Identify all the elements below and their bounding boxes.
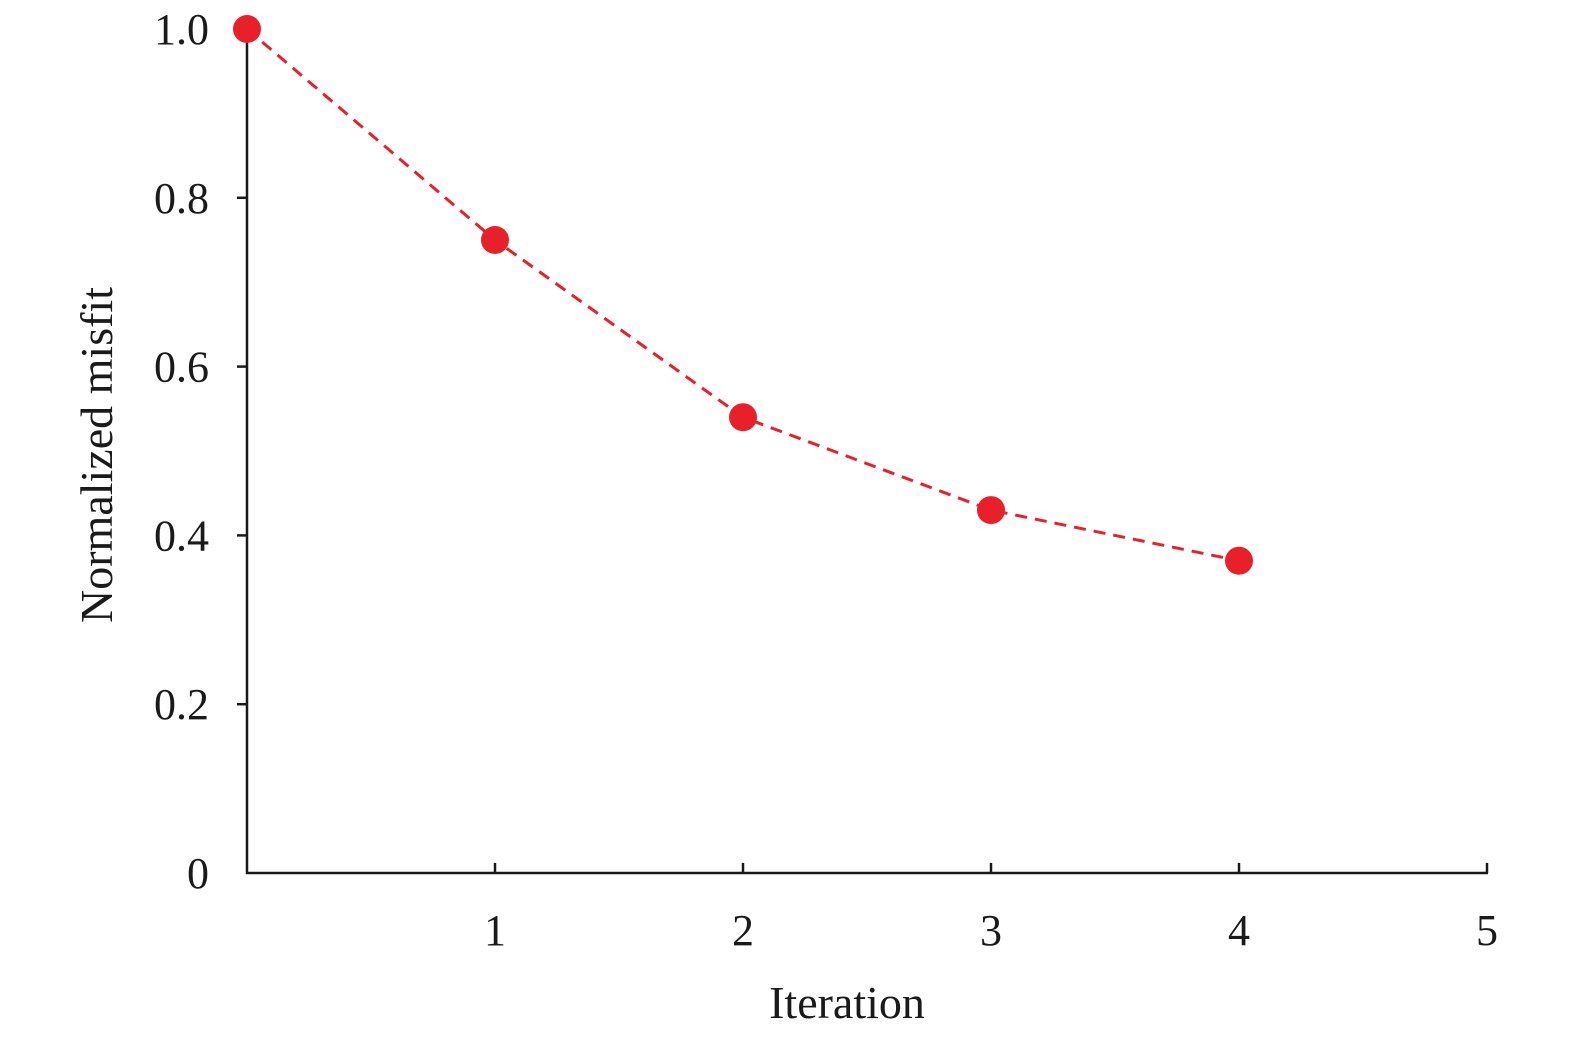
data-point (1225, 546, 1253, 575)
x-axis-title: Iteration (769, 977, 925, 1028)
data-point (481, 226, 509, 254)
x-tick-label: 4 (1228, 906, 1250, 955)
series-layer (233, 15, 1253, 575)
y-tick-label: 0.6 (154, 343, 209, 392)
data-point (233, 15, 261, 43)
y-axis-title: Normalized misfit (71, 287, 122, 623)
y-tick-label: 0.4 (154, 511, 209, 560)
y-tick-label: 0 (187, 849, 209, 898)
y-axis-ticks: 0 0.2 0.4 0.6 0.8 1.0 (154, 5, 247, 898)
y-tick-label: 0.2 (154, 680, 209, 729)
y-tick-label: 0.8 (154, 174, 209, 223)
x-tick-label: 5 (1476, 906, 1498, 955)
series-line (246, 27, 1240, 563)
x-tick-label: 1 (484, 906, 506, 955)
data-point (729, 403, 757, 432)
data-point (977, 496, 1005, 525)
x-tick-label: 2 (732, 906, 754, 955)
axes (245, 27, 1488, 875)
x-axis-ticks: 1 2 3 4 5 (484, 863, 1498, 955)
x-tick-label: 3 (980, 906, 1002, 955)
y-tick-label: 1.0 (154, 5, 209, 54)
